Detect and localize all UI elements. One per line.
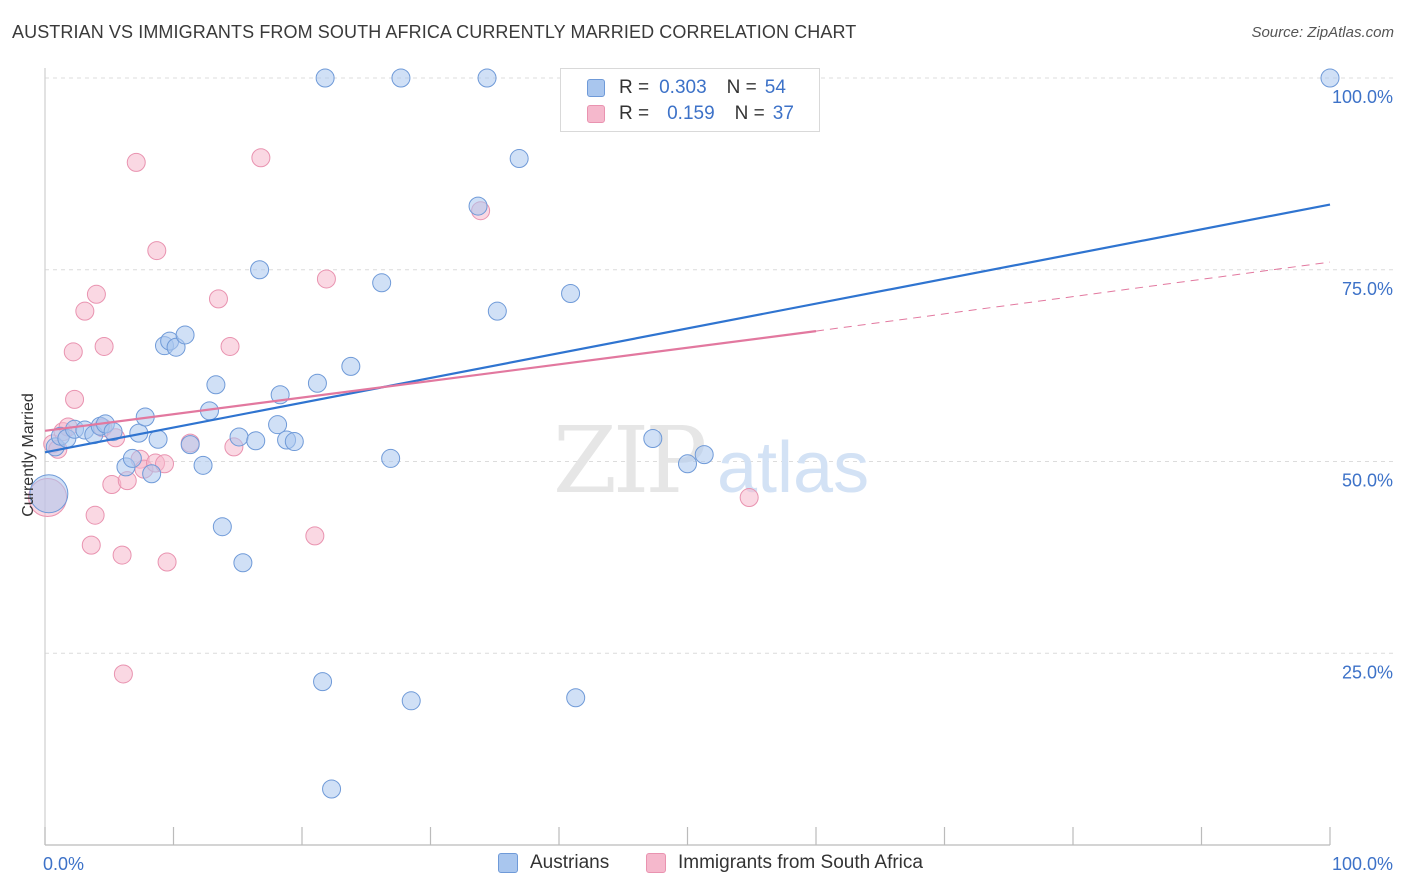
point-austrians <box>229 427 249 447</box>
point-immigrants <box>94 336 114 356</box>
legend-swatch-blue <box>587 79 605 97</box>
point-immigrants <box>739 488 759 508</box>
point-immigrants <box>63 342 83 362</box>
point-austrians <box>175 325 195 345</box>
point-immigrants <box>65 389 85 409</box>
point-austrians <box>381 448 401 468</box>
y-tick-label: 100.0% <box>1332 87 1393 107</box>
point-immigrants <box>85 505 105 525</box>
point-austrians <box>322 779 342 799</box>
legend-row-immigrants: R = 0.159 N = 37 <box>587 102 794 126</box>
point-austrians <box>29 474 69 514</box>
point-immigrants <box>305 526 325 546</box>
point-austrians <box>233 553 253 573</box>
point-austrians <box>206 375 226 395</box>
point-immigrants <box>86 284 106 304</box>
point-austrians <box>561 284 581 304</box>
point-austrians <box>250 260 270 280</box>
point-austrians <box>313 672 333 692</box>
point-immigrants <box>220 336 240 356</box>
chart-title: AUSTRIAN VS IMMIGRANTS FROM SOUTH AFRICA… <box>12 22 857 42</box>
point-immigrants <box>208 289 228 309</box>
point-immigrants <box>112 545 132 565</box>
legend-n-label: N = <box>734 103 765 124</box>
point-austrians <box>122 448 142 468</box>
point-austrians <box>315 68 335 88</box>
point-austrians <box>284 432 304 452</box>
legend-n-value: 37 <box>772 103 794 124</box>
point-austrians <box>148 429 168 449</box>
y-tick-label: 75.0% <box>1342 279 1393 299</box>
point-austrians <box>643 428 663 448</box>
legend-r-value: 0.303 <box>659 77 707 98</box>
x-tick-label: 100.0% <box>1332 854 1393 874</box>
bottom-legend-swatch-pink <box>646 853 666 873</box>
bottom-legend: Austrians Immigrants from South Africa <box>0 852 1406 878</box>
legend-n-value: 54 <box>764 77 786 98</box>
point-austrians <box>694 445 714 465</box>
x-tick-label: 0.0% <box>43 854 84 874</box>
point-austrians <box>193 455 213 475</box>
point-austrians <box>307 373 327 393</box>
bottom-legend-austrians: Austrians <box>498 852 609 874</box>
point-austrians <box>372 273 392 293</box>
source-label: Source: ZipAtlas.com <box>1251 24 1394 41</box>
trend-line-immigrants <box>44 330 817 432</box>
point-immigrants <box>316 269 336 289</box>
bottom-legend-label: Immigrants from South Africa <box>678 852 923 873</box>
point-austrians <box>678 454 697 474</box>
legend-r-value: 0.159 <box>667 103 715 124</box>
y-tick-label: 50.0% <box>1342 471 1393 491</box>
legend-box: R = 0.303 N = 54 R = 0.159 N = 37 <box>560 68 820 132</box>
point-austrians <box>391 68 411 88</box>
trend-line-austrians <box>44 203 1331 454</box>
point-austrians <box>468 196 488 216</box>
point-immigrants <box>251 148 271 168</box>
point-immigrants <box>75 301 95 321</box>
point-austrians <box>477 68 497 88</box>
legend-r-label: R = <box>619 103 650 124</box>
legend-row-austrians: R = 0.303 N = 54 <box>587 76 786 100</box>
trend-lines <box>44 203 1331 454</box>
point-austrians <box>268 415 288 435</box>
point-austrians <box>341 356 361 376</box>
point-immigrants <box>113 664 133 684</box>
point-austrians <box>246 431 266 451</box>
trend-line-immigrants-extension <box>815 261 1331 332</box>
point-austrians <box>1320 68 1340 88</box>
point-immigrants <box>81 535 101 555</box>
axes-layer <box>44 68 1331 846</box>
point-austrians <box>566 688 586 708</box>
legend-swatch-pink <box>587 105 605 123</box>
tick-labels: 25.0% 50.0% 75.0% 100.0% 0.0% 100.0% <box>43 87 1393 874</box>
point-austrians <box>509 149 529 169</box>
point-immigrants <box>155 454 175 474</box>
series-austrians <box>29 68 1340 799</box>
point-austrians <box>142 464 162 484</box>
bottom-legend-swatch-blue <box>498 853 518 873</box>
point-immigrants <box>157 552 177 572</box>
point-austrians <box>487 301 507 321</box>
y-axis-label: Currently Married <box>20 393 37 517</box>
point-austrians <box>212 517 232 537</box>
legend-r-label: R = <box>619 77 650 98</box>
bottom-legend-label: Austrians <box>530 852 610 873</box>
point-austrians <box>401 691 421 711</box>
legend-n-label: N = <box>726 77 757 98</box>
y-tick-label: 25.0% <box>1342 662 1393 682</box>
bottom-legend-immigrants: Immigrants from South Africa <box>646 852 923 874</box>
point-austrians <box>180 435 200 455</box>
point-immigrants <box>147 241 167 261</box>
point-immigrants <box>126 152 146 172</box>
